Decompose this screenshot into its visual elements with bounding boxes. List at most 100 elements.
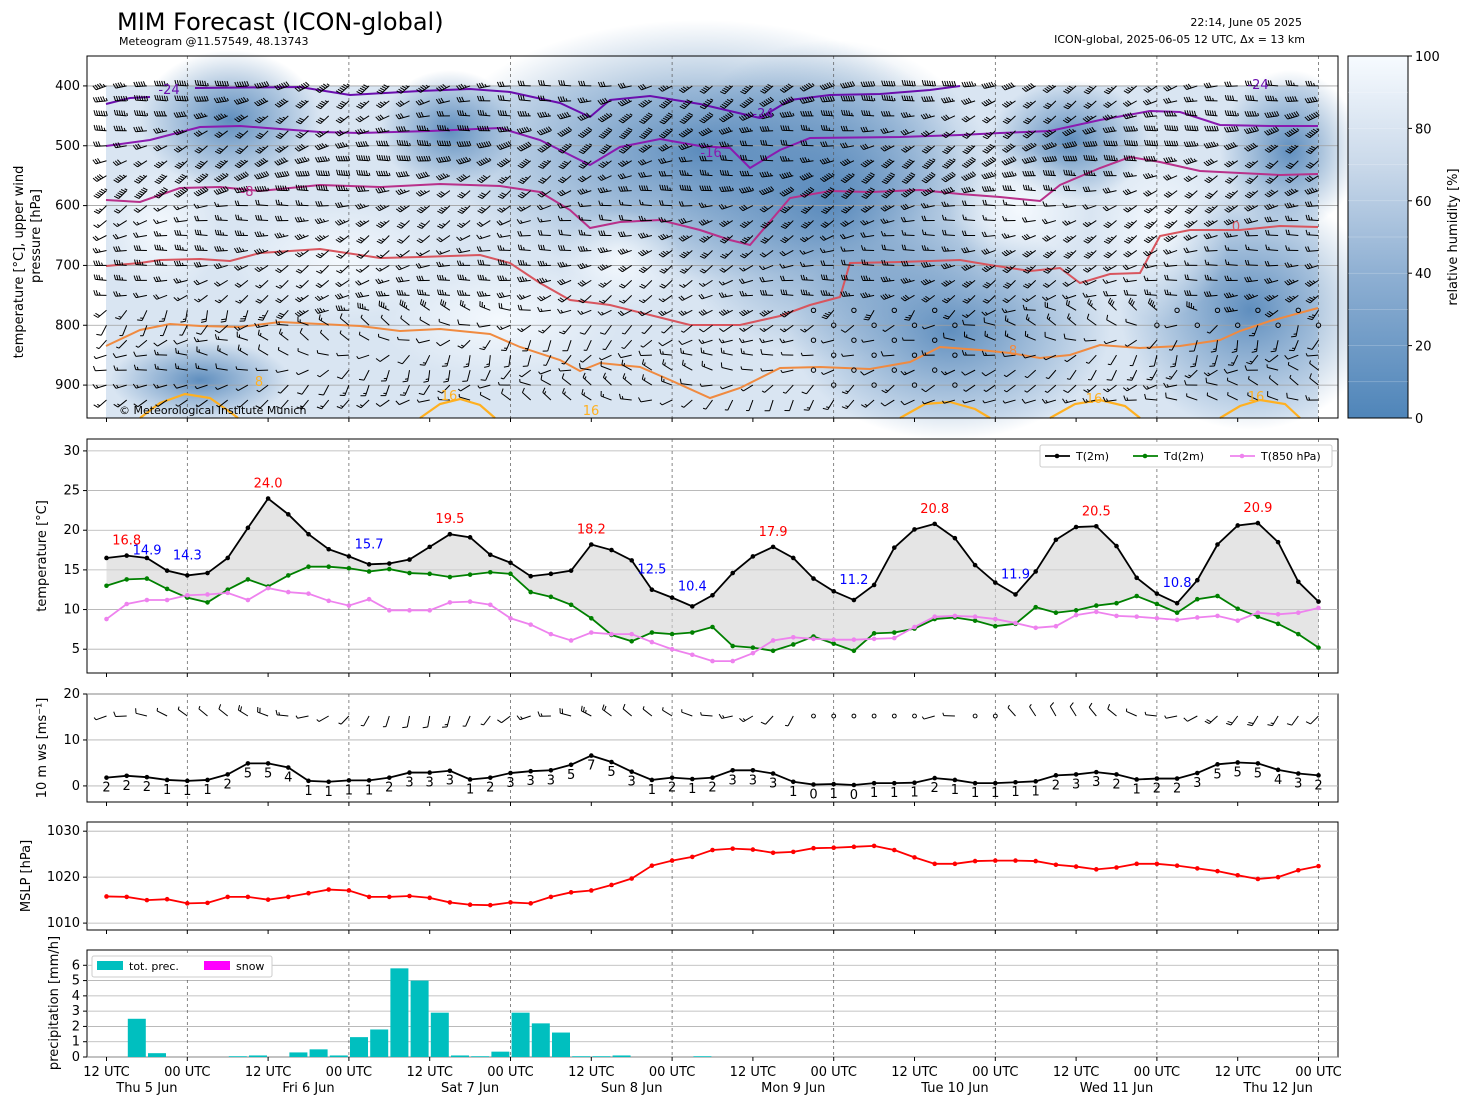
barb-feather	[325, 185, 328, 191]
barb-feather	[315, 170, 318, 176]
barb-feather	[276, 250, 281, 255]
barb-half-feather	[156, 384, 160, 388]
barb-feather	[317, 156, 321, 162]
barb-half-feather	[202, 247, 204, 251]
barb-feather	[113, 125, 116, 131]
barb-shaft	[862, 114, 875, 117]
wind-barb	[173, 278, 188, 284]
wind-barb	[133, 351, 147, 357]
barb-half-feather	[297, 348, 299, 352]
barb-feather	[138, 126, 141, 132]
barb-feather	[214, 178, 219, 183]
dry-area	[230, 200, 450, 320]
wind-barb	[133, 364, 147, 371]
barb-feather	[115, 177, 121, 182]
wind-barb	[254, 265, 269, 273]
barb-half-feather	[116, 367, 119, 371]
barb-feather	[298, 233, 303, 239]
wind-barb	[214, 245, 228, 252]
barb-feather	[99, 83, 104, 88]
barb-feather	[276, 147, 282, 152]
barb-feather	[299, 101, 304, 106]
barb-feather	[258, 316, 265, 319]
barb-feather	[113, 246, 116, 252]
barb-feather	[159, 190, 165, 194]
wind-barb	[234, 159, 249, 169]
barb-shaft	[155, 235, 168, 237]
barb-feather	[317, 119, 323, 123]
wind-barb	[255, 214, 269, 222]
barb-half-feather	[262, 146, 266, 149]
barb-half-feather	[319, 329, 323, 333]
barb-feather	[256, 249, 261, 254]
barb-feather	[254, 174, 258, 180]
barb-shaft	[297, 235, 309, 241]
barb-feather	[93, 124, 96, 131]
barb-feather	[316, 270, 321, 274]
barb-feather	[257, 199, 260, 206]
barb-shaft	[319, 279, 330, 288]
wind-barb	[254, 185, 270, 192]
barb-half-feather	[157, 366, 159, 370]
barb-feather	[199, 160, 205, 164]
barb-feather	[118, 259, 121, 266]
barb-feather	[234, 164, 240, 169]
barb-shaft	[137, 205, 148, 213]
barb-feather	[143, 95, 146, 101]
barb-feather	[178, 260, 182, 266]
barb-feather	[155, 276, 159, 282]
barb-half-feather	[217, 203, 220, 207]
barb-half-feather	[239, 347, 242, 351]
barb-feather	[238, 115, 243, 120]
barb-half-feather	[302, 310, 306, 313]
barb-feather	[115, 125, 119, 131]
barb-half-feather	[161, 128, 164, 132]
barb-feather	[213, 97, 218, 103]
barb-feather	[317, 132, 322, 137]
barb-shaft	[196, 351, 208, 356]
barb-feather	[257, 318, 263, 321]
wind-barb	[193, 112, 208, 120]
barb-feather	[96, 83, 101, 89]
barb-feather	[100, 188, 106, 193]
barb-feather	[217, 345, 219, 351]
barb-shaft	[96, 175, 107, 182]
barb-shaft	[218, 130, 229, 138]
barb-feather	[254, 162, 259, 167]
barb-feather	[174, 230, 177, 236]
barb-half-feather	[238, 299, 242, 302]
barb-feather	[296, 158, 301, 164]
wind-barb	[93, 274, 107, 281]
barb-feather	[218, 262, 222, 268]
barb-shaft	[319, 250, 330, 259]
barb-half-feather	[220, 217, 222, 221]
barb-shaft	[155, 264, 168, 266]
barb-feather	[92, 97, 96, 103]
barb-feather	[93, 290, 96, 296]
barb-feather	[296, 252, 302, 256]
barb-feather	[319, 156, 323, 162]
barb-feather	[237, 214, 240, 220]
barb-shaft	[299, 294, 309, 303]
wind-barb	[115, 309, 128, 320]
wind-barb	[236, 399, 249, 408]
barb-feather	[220, 96, 225, 102]
wind-barb	[194, 145, 208, 154]
barb-shaft	[237, 349, 249, 356]
barb-feather	[193, 337, 197, 343]
barb-half-feather	[242, 248, 245, 252]
barb-shaft	[156, 145, 168, 152]
barb-shaft	[97, 399, 107, 408]
barb-feather	[154, 349, 157, 355]
barb-feather	[239, 320, 245, 322]
barb-feather	[220, 160, 226, 164]
barb-half-feather	[136, 366, 139, 370]
barb-feather	[120, 189, 126, 193]
barb-shaft	[115, 354, 127, 359]
chart-subtitle: Meteogram @11.57549, 48.13743	[119, 35, 309, 48]
barb-feather	[113, 95, 116, 101]
barb-half-feather	[322, 235, 326, 238]
wind-barb	[315, 115, 330, 124]
barb-shaft	[142, 325, 148, 336]
